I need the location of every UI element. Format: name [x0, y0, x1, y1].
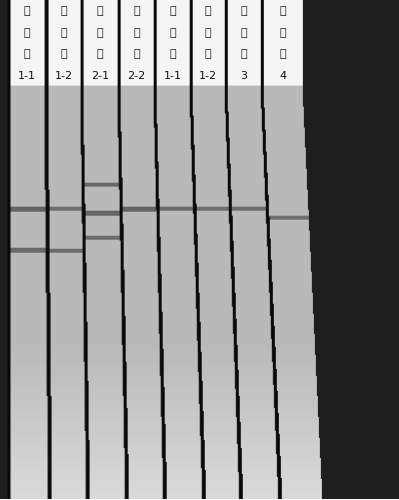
Text: 实: 实 — [205, 6, 211, 16]
Text: 例: 例 — [205, 50, 211, 59]
Text: 对: 对 — [24, 6, 30, 16]
Text: 施: 施 — [169, 28, 176, 38]
Text: 对: 对 — [97, 6, 103, 16]
Text: 对: 对 — [133, 6, 140, 16]
Text: 例: 例 — [133, 50, 140, 59]
Text: 2-2: 2-2 — [127, 71, 146, 81]
Text: 3: 3 — [240, 71, 247, 81]
Text: 例: 例 — [279, 50, 286, 59]
Text: 例: 例 — [61, 50, 67, 59]
Text: 施: 施 — [205, 28, 211, 38]
Text: 1-2: 1-2 — [55, 71, 73, 81]
Text: 例: 例 — [97, 50, 103, 59]
Text: 对: 对 — [61, 6, 67, 16]
Text: 对: 对 — [240, 6, 247, 16]
Text: 1-1: 1-1 — [164, 71, 182, 81]
Text: 比: 比 — [61, 28, 67, 38]
Text: 比: 比 — [279, 28, 286, 38]
Text: 例: 例 — [169, 50, 176, 59]
Text: 例: 例 — [240, 50, 247, 59]
Text: 比: 比 — [24, 28, 30, 38]
Text: 比: 比 — [133, 28, 140, 38]
Text: 比: 比 — [97, 28, 103, 38]
Text: 1-1: 1-1 — [18, 71, 36, 81]
Text: 2-1: 2-1 — [91, 71, 109, 81]
Text: 对: 对 — [279, 6, 286, 16]
Text: 比: 比 — [240, 28, 247, 38]
Text: 4: 4 — [279, 71, 286, 81]
Text: 实: 实 — [169, 6, 176, 16]
Text: 1-2: 1-2 — [199, 71, 217, 81]
Text: 例: 例 — [24, 50, 30, 59]
